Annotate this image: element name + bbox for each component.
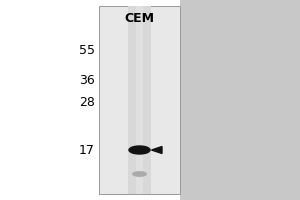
Ellipse shape [133,172,146,176]
Polygon shape [152,146,162,154]
FancyBboxPatch shape [128,6,151,194]
Text: 28: 28 [79,96,94,108]
FancyBboxPatch shape [99,6,180,194]
Text: 17: 17 [79,144,94,156]
FancyBboxPatch shape [136,6,143,194]
Text: CEM: CEM [124,11,154,24]
Text: 36: 36 [79,73,94,86]
FancyBboxPatch shape [180,0,300,200]
Ellipse shape [129,146,150,154]
Text: 55: 55 [79,44,94,56]
